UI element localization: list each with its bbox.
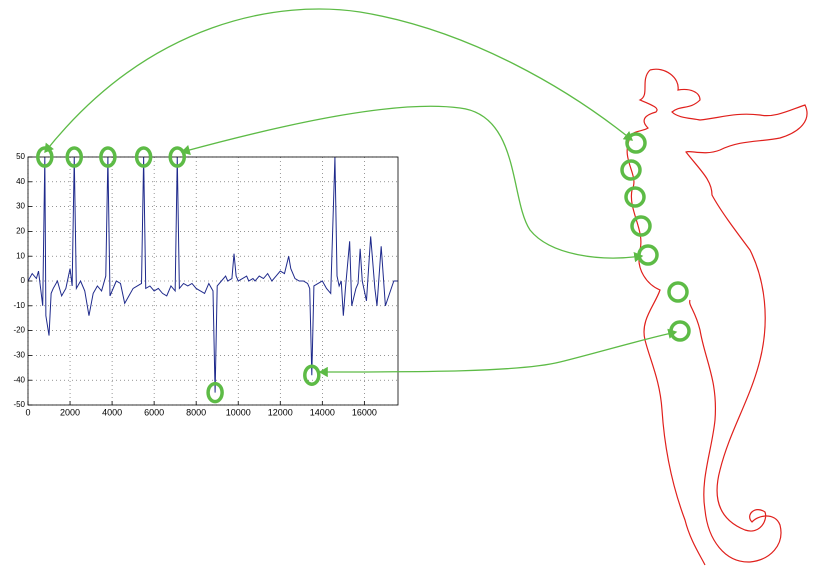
marker-ring (671, 322, 689, 340)
x-tick-label: 16000 (352, 407, 377, 417)
marker-ring (669, 283, 687, 301)
y-tick-label: -40 (13, 375, 25, 384)
marker-ring (639, 246, 657, 264)
y-tick-label: -50 (13, 400, 25, 409)
y-tick-label: -10 (13, 301, 25, 310)
y-tick-label: 0 (21, 276, 26, 285)
y-tick-label: 10 (16, 251, 25, 260)
y-tick-label: -20 (13, 326, 25, 335)
y-tick-label: -30 (13, 351, 25, 360)
figure: -50 -40 -30 -20 -10 0 10 20 30 40 50 0 2000 4000 6000 8… (0, 0, 820, 572)
y-tick-label: 50 (16, 152, 25, 161)
x-tick-label: 8000 (186, 407, 206, 417)
x-tick-label: 10000 (226, 407, 251, 417)
link-arrow (320, 332, 676, 372)
x-tick-label: 6000 (144, 407, 164, 417)
x-tick-label: 0 (25, 407, 30, 417)
seahorse-outline (627, 69, 807, 565)
x-tick-label: 2000 (60, 407, 80, 417)
x-tick-label: 12000 (268, 407, 293, 417)
marker-ring (626, 188, 644, 206)
y-tick-label: 40 (16, 177, 25, 186)
link-arrow (182, 106, 642, 258)
y-tick-label: 30 (16, 202, 25, 211)
plot: -50 -40 -30 -20 -10 0 10 20 30 40 50 0 2000 4000 6000 8… (13, 148, 398, 417)
marker-ring (627, 134, 645, 152)
x-tick-label: 14000 (310, 407, 335, 417)
link-arrow (45, 9, 632, 152)
marker-ring (632, 217, 650, 235)
signal-line (28, 157, 398, 393)
x-tick-label: 4000 (102, 407, 122, 417)
y-tick-label: 20 (16, 227, 25, 236)
